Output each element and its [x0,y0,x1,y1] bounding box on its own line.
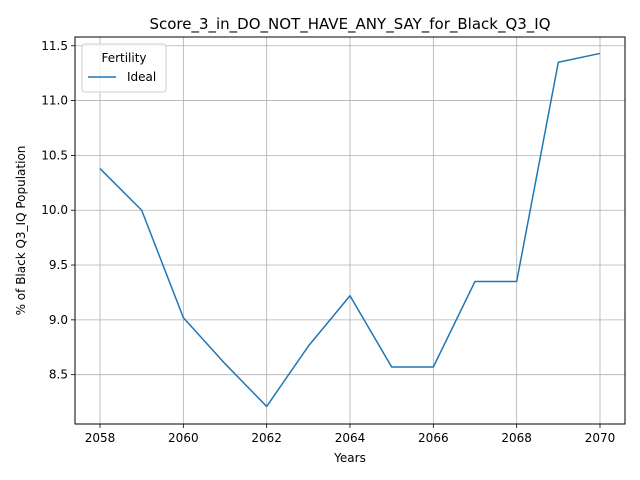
y-tick-label: 9.5 [49,258,68,272]
x-tick-label: 2068 [501,431,532,445]
x-axis-ticks: 2058 2060 2062 2064 2066 2068 2070 [85,424,616,445]
y-tick-label: 10.0 [41,203,68,217]
legend-title: Fertility [101,51,146,65]
x-axis-label: Years [333,451,366,465]
x-tick-label: 2066 [418,431,449,445]
y-tick-label: 10.5 [41,148,68,162]
y-tick-label: 11.0 [41,94,68,108]
legend: Fertility Ideal [82,44,166,92]
y-tick-label: 11.5 [41,39,68,53]
legend-label-ideal: Ideal [127,70,156,84]
y-tick-label: 8.5 [49,368,68,382]
grid-lines [75,37,625,424]
x-tick-label: 2060 [168,431,199,445]
y-tick-label: 9.0 [49,313,68,327]
chart-title: Score_3_in_DO_NOT_HAVE_ANY_SAY_for_Black… [149,15,550,34]
y-axis-label: % of Black Q3_IQ Population [14,146,28,316]
x-tick-label: 2070 [585,431,616,445]
x-tick-label: 2062 [251,431,282,445]
x-tick-label: 2064 [335,431,366,445]
x-tick-label: 2058 [85,431,116,445]
y-axis-ticks: 8.5 9.0 9.5 10.0 10.5 11.0 11.5 [41,39,75,382]
